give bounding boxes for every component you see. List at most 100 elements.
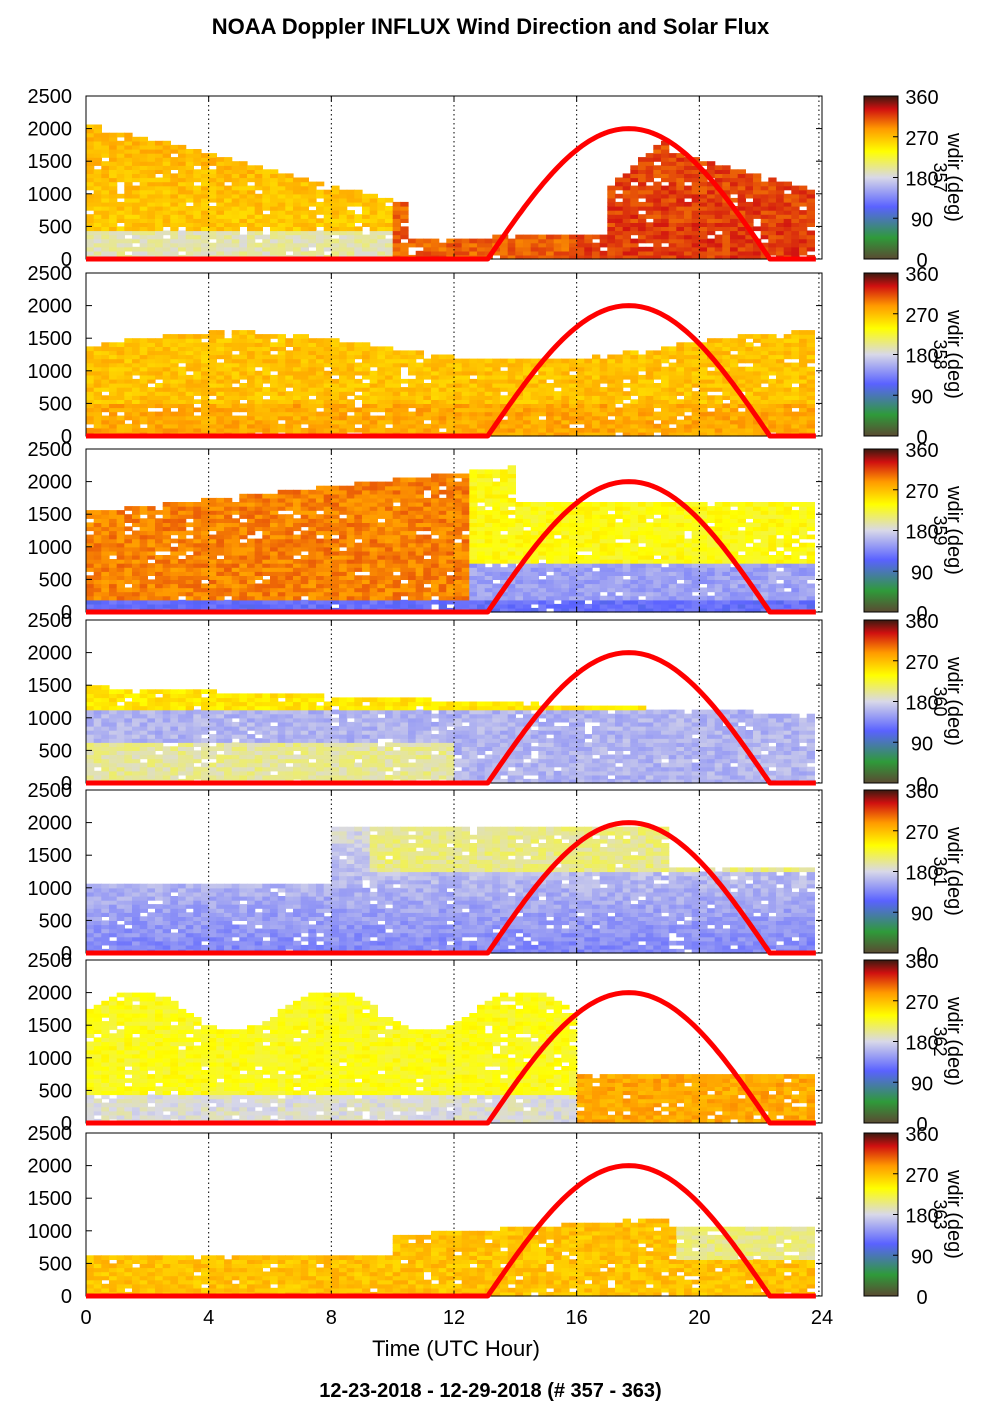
wdir-cell bbox=[285, 526, 293, 531]
wdir-cell bbox=[117, 194, 125, 199]
wdir-cell bbox=[109, 510, 117, 515]
wdir-cell bbox=[347, 563, 355, 568]
wdir-cell bbox=[515, 359, 523, 364]
wdir-cell bbox=[722, 387, 730, 392]
wdir-cell bbox=[301, 408, 309, 413]
wdir-cell bbox=[715, 243, 723, 248]
wdir-cell bbox=[408, 584, 416, 589]
wdir-cell bbox=[247, 178, 255, 183]
wdir-cell bbox=[216, 330, 224, 335]
wdir-cell bbox=[140, 416, 148, 421]
wdir-cell bbox=[216, 403, 224, 408]
wdir-cell bbox=[178, 399, 186, 404]
wdir-cell bbox=[316, 206, 324, 211]
wdir-cell bbox=[132, 547, 140, 552]
wdir-cell bbox=[354, 600, 362, 605]
wdir-cell bbox=[730, 346, 738, 351]
wdir-cell bbox=[124, 182, 132, 187]
wdir-cell bbox=[339, 391, 347, 396]
wdir-cell bbox=[262, 502, 270, 507]
wdir-cell bbox=[630, 350, 638, 355]
wdir-cell bbox=[715, 375, 723, 380]
wdir-cell bbox=[347, 535, 355, 540]
wdir-cell bbox=[224, 165, 232, 170]
wdir-cell bbox=[446, 391, 454, 396]
wdir-cell bbox=[607, 210, 615, 215]
wdir-cell bbox=[339, 486, 347, 491]
wdir-cell bbox=[722, 165, 730, 170]
wdir-cell bbox=[377, 514, 385, 519]
wdir-cell bbox=[500, 387, 508, 392]
wdir-cell bbox=[124, 547, 132, 552]
wdir-cell bbox=[623, 231, 631, 236]
wdir-cell bbox=[262, 218, 270, 223]
wdir-cell bbox=[669, 363, 677, 368]
wdir-cell bbox=[416, 424, 424, 429]
wdir-cell bbox=[216, 226, 224, 231]
wdir-cell bbox=[738, 424, 746, 429]
wdir-cell bbox=[699, 222, 707, 227]
wdir-cell bbox=[232, 239, 240, 244]
y-tick-label: 1000 bbox=[28, 184, 73, 206]
wdir-cell bbox=[722, 186, 730, 191]
wdir-cell bbox=[255, 547, 263, 552]
wdir-cell bbox=[316, 506, 324, 511]
wdir-cell bbox=[239, 182, 247, 187]
wdir-cell bbox=[331, 490, 339, 495]
wdir-cell bbox=[109, 543, 117, 548]
wdir-cell bbox=[768, 403, 776, 408]
wdir-cell bbox=[385, 428, 393, 433]
wdir-cell bbox=[699, 412, 707, 417]
wdir-cell bbox=[117, 247, 125, 252]
wdir-cell bbox=[186, 231, 194, 236]
wdir-cell bbox=[508, 367, 516, 372]
wdir-cell bbox=[117, 145, 125, 150]
wdir-cell bbox=[301, 416, 309, 421]
wdir-cell bbox=[324, 371, 332, 376]
wdir-cell bbox=[630, 363, 638, 368]
wdir-cell bbox=[255, 567, 263, 572]
wdir-cell bbox=[270, 555, 278, 560]
wdir-cell bbox=[224, 403, 232, 408]
wdir-cell bbox=[761, 222, 769, 227]
wdir-cell bbox=[193, 502, 201, 507]
wdir-cell bbox=[423, 399, 431, 404]
wdir-cell bbox=[140, 239, 148, 244]
wdir-cell bbox=[439, 363, 447, 368]
wdir-cell bbox=[94, 604, 102, 609]
wdir-cell bbox=[362, 387, 370, 392]
wdir-cell bbox=[638, 363, 646, 368]
wdir-cell bbox=[316, 551, 324, 556]
wdir-cell bbox=[385, 346, 393, 351]
y-tick-label: 500 bbox=[39, 393, 72, 415]
wdir-cell bbox=[224, 251, 232, 256]
wdir-cell bbox=[454, 387, 462, 392]
wdir-cell bbox=[600, 359, 608, 364]
wdir-cell bbox=[776, 412, 784, 417]
wdir-cell bbox=[201, 359, 209, 364]
wdir-cell bbox=[201, 588, 209, 593]
wdir-cell bbox=[232, 506, 240, 511]
wdir-cell bbox=[247, 387, 255, 392]
wdir-cell bbox=[293, 350, 301, 355]
wdir-cell bbox=[400, 539, 408, 544]
wdir-cell bbox=[768, 226, 776, 231]
wdir-cell bbox=[577, 387, 585, 392]
wdir-cell bbox=[239, 588, 247, 593]
wdir-cell bbox=[607, 186, 615, 191]
wdir-cell bbox=[293, 239, 301, 244]
wdir-cell bbox=[439, 391, 447, 396]
wdir-cell bbox=[132, 596, 140, 601]
wdir-cell bbox=[147, 239, 155, 244]
wdir-cell bbox=[370, 494, 378, 499]
wdir-cell bbox=[262, 350, 270, 355]
wdir-cell bbox=[707, 251, 715, 256]
wdir-cell bbox=[569, 408, 577, 413]
wdir-cell bbox=[385, 222, 393, 227]
wdir-cell bbox=[94, 173, 102, 178]
wdir-cell bbox=[692, 182, 700, 187]
wdir-cell bbox=[531, 383, 539, 388]
wdir-cell bbox=[232, 535, 240, 540]
wdir-cell bbox=[308, 514, 316, 519]
wdir-cell bbox=[247, 506, 255, 511]
